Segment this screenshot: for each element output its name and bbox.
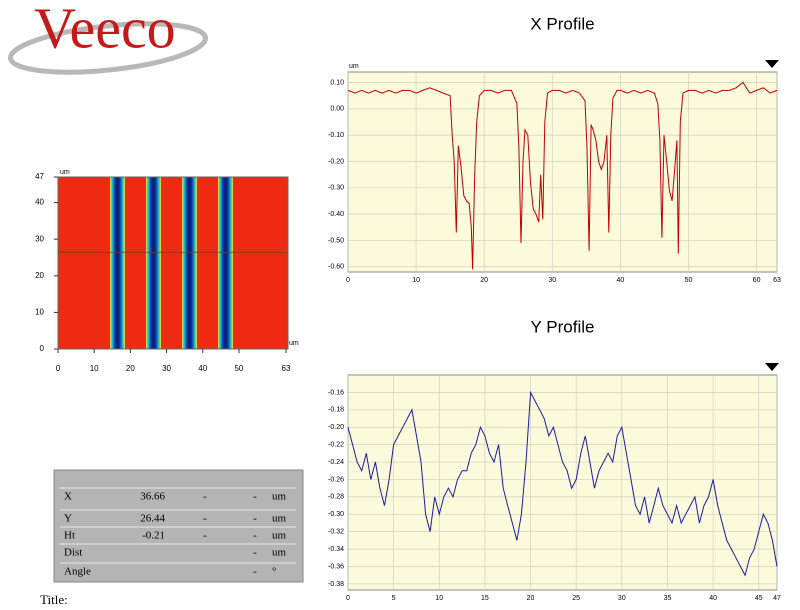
y-tick-label: -0.50 <box>328 237 344 244</box>
y-tick-label: -0.16 <box>328 389 344 396</box>
x-tick-label: 50 <box>234 364 243 373</box>
x-tick-label: 0 <box>56 364 61 373</box>
y-tick-label: -0.60 <box>328 264 344 271</box>
x-tick-label: 30 <box>548 277 556 284</box>
y-tick-label: 30 <box>35 234 44 243</box>
y-tick-label: -0.40 <box>328 211 344 218</box>
chart-title: Y Profile <box>531 317 595 336</box>
x-tick-label: 15 <box>481 595 489 602</box>
x-tick-label: 20 <box>527 595 535 602</box>
chart-title: X Profile <box>530 14 594 33</box>
cell-label: X <box>64 491 72 503</box>
x-tick-label: 63 <box>282 364 291 373</box>
cell-unit: um <box>272 547 287 559</box>
x-tick-label: 25 <box>572 595 580 602</box>
cell-label: Dist <box>64 547 82 559</box>
x-tick-label: 45 <box>755 595 763 602</box>
cell-label: Y <box>64 513 72 525</box>
y-tick-label: 20 <box>35 271 44 280</box>
cell-col4: - <box>253 530 257 542</box>
cell-col4: - <box>253 547 257 559</box>
logo-swoosh <box>8 21 208 75</box>
title-label: Title: <box>40 592 68 607</box>
y-tick-label: -0.10 <box>328 132 344 139</box>
cell-col4: - <box>253 491 257 503</box>
logo-text: Veeco <box>34 0 176 60</box>
trench <box>182 177 197 349</box>
cell-value: 26.44 <box>140 513 165 525</box>
profile-line <box>347 390 778 577</box>
x-tick-label: 20 <box>480 277 488 284</box>
trench <box>146 177 161 349</box>
y-unit: um <box>349 63 359 70</box>
y-tick-label: 0.10 <box>330 79 344 86</box>
x-tick-label: 0 <box>346 595 350 602</box>
y-tick-label: 40 <box>35 198 44 207</box>
scroll-marker <box>765 363 779 371</box>
cell-col3: - <box>203 530 207 542</box>
x-tick-label: 20 <box>126 364 135 373</box>
cell-value: 36.66 <box>140 491 165 503</box>
x-tick-label: 30 <box>162 364 171 373</box>
height-image <box>58 177 288 349</box>
cell-unit: ° <box>272 566 276 578</box>
x-tick-label: 30 <box>618 595 626 602</box>
cell-label: Angle <box>64 566 91 578</box>
x-unit: um <box>289 340 299 347</box>
readout-panel <box>53 469 304 583</box>
x-tick-label: 35 <box>664 595 672 602</box>
trench <box>218 177 233 349</box>
trench <box>110 177 125 349</box>
plot-area <box>347 374 778 591</box>
y-tick-label: -0.24 <box>328 459 344 466</box>
y-tick-label: -0.34 <box>328 546 344 553</box>
y-tick-label: 0.00 <box>330 106 344 113</box>
y-tick-label: -0.18 <box>328 407 344 414</box>
y-tick-label: -0.26 <box>328 476 344 483</box>
cell-value: -0.21 <box>142 530 165 542</box>
cell-col3: - <box>203 513 207 525</box>
y-tick-label: -0.22 <box>328 441 344 448</box>
y-tick-label: -0.30 <box>328 511 344 518</box>
y-tick-label: -0.20 <box>328 424 344 431</box>
cell-unit: um <box>272 530 287 542</box>
y-tick-label: 0 <box>40 344 45 353</box>
x-tick-label: 40 <box>616 277 624 284</box>
y-tick-label: -0.28 <box>328 494 344 501</box>
x-tick-label: 0 <box>346 277 350 284</box>
y-tick-label: -0.30 <box>328 185 344 192</box>
cell-label: Ht <box>64 530 75 542</box>
x-tick-label: 10 <box>412 277 420 284</box>
x-tick-label: 63 <box>773 277 781 284</box>
x-tick-label: 40 <box>198 364 207 373</box>
plot-area <box>347 71 778 273</box>
x-tick-label: 10 <box>90 364 99 373</box>
x-tick-label: 50 <box>685 277 693 284</box>
logo: Veeco <box>8 0 208 75</box>
y-tick-label: 47 <box>35 172 44 181</box>
x-tick-label: 10 <box>435 595 443 602</box>
image-frame <box>57 176 289 350</box>
x-tick-label: 5 <box>392 595 396 602</box>
cell-col4: - <box>253 513 257 525</box>
cell-col3: - <box>203 491 207 503</box>
x-tick-label: 40 <box>709 595 717 602</box>
image-background <box>58 177 288 349</box>
cell-unit: um <box>272 513 287 525</box>
y-tick-label: 10 <box>35 308 44 317</box>
y-tick-label: -0.36 <box>328 563 344 570</box>
y-tick-label: -0.38 <box>328 581 344 588</box>
scroll-marker <box>765 60 779 68</box>
cell-unit: um <box>272 491 287 503</box>
y-tick-label: -0.20 <box>328 158 344 165</box>
y-tick-label: -0.32 <box>328 529 344 536</box>
x-tick-label: 47 <box>773 595 781 602</box>
profile-line <box>347 81 778 270</box>
x-tick-label: 60 <box>753 277 761 284</box>
cell-col4: - <box>253 566 257 578</box>
y-unit: um <box>60 169 70 176</box>
